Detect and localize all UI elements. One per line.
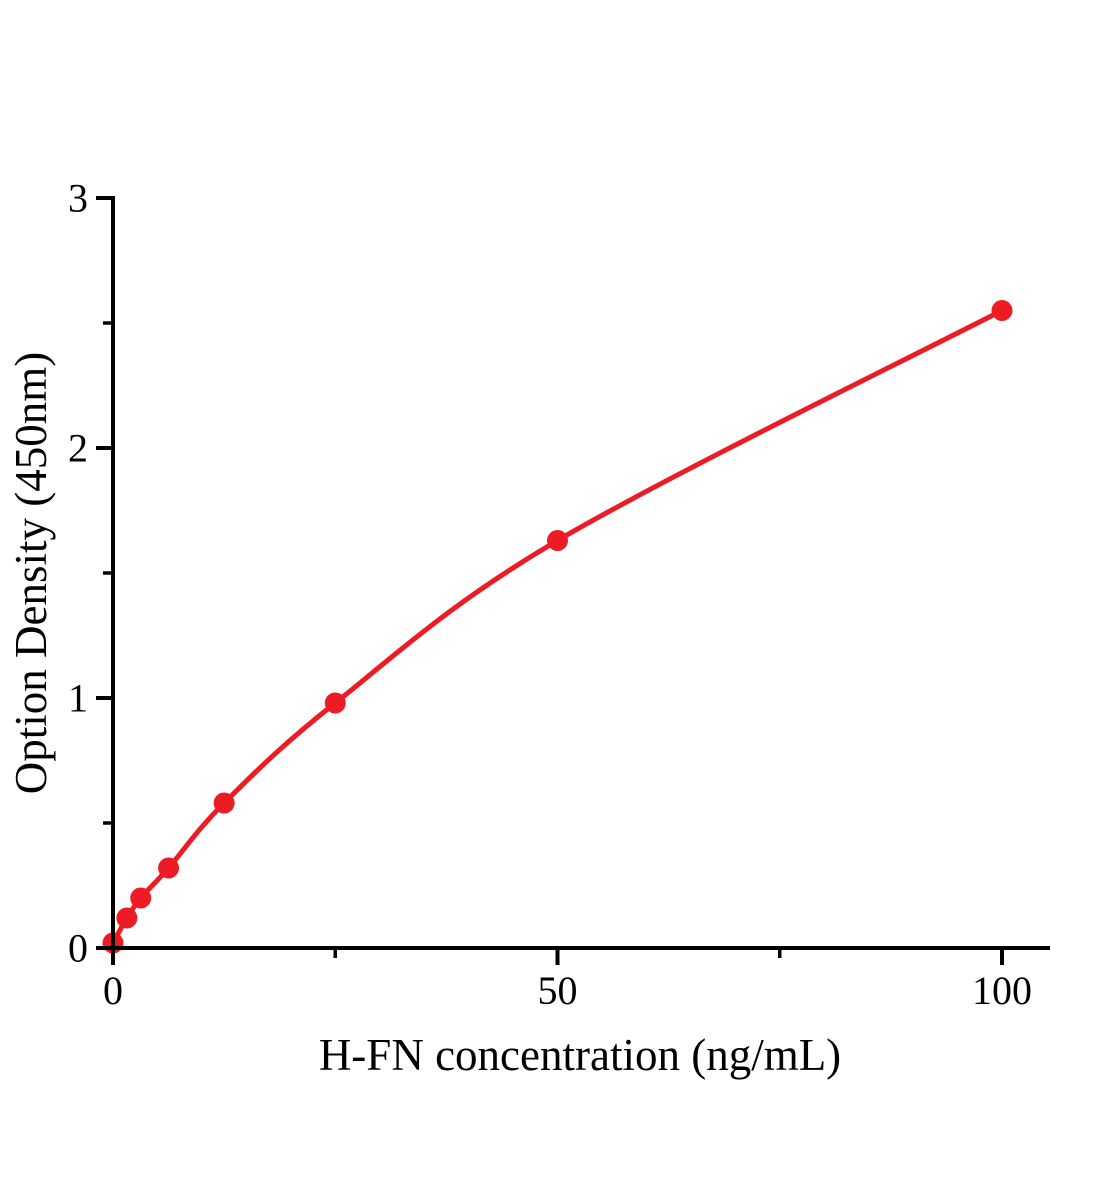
axes-layer: 0 50 100 0 1 2 3	[68, 176, 1050, 1013]
data-point	[324, 692, 346, 714]
x-axis-title: H-FN concentration (ng/mL)	[319, 1030, 841, 1080]
x-tick-label: 50	[538, 968, 578, 1013]
data-point	[547, 530, 568, 551]
data-point	[158, 857, 180, 879]
data-point	[213, 792, 235, 814]
data-point	[130, 887, 152, 909]
y-tick-label: 3	[68, 176, 88, 221]
x-tick-label: 100	[972, 968, 1032, 1013]
series-layer	[102, 300, 1013, 954]
x-tick-label: 0	[103, 968, 123, 1013]
data-point	[991, 300, 1013, 321]
y-tick-label: 2	[68, 426, 88, 471]
y-axis-title: Option Density (450nm)	[6, 352, 56, 794]
data-point	[116, 907, 138, 929]
standard-curve-line	[110, 308, 1005, 946]
y-tick-label: 0	[68, 926, 88, 971]
y-tick-label: 1	[68, 676, 88, 721]
